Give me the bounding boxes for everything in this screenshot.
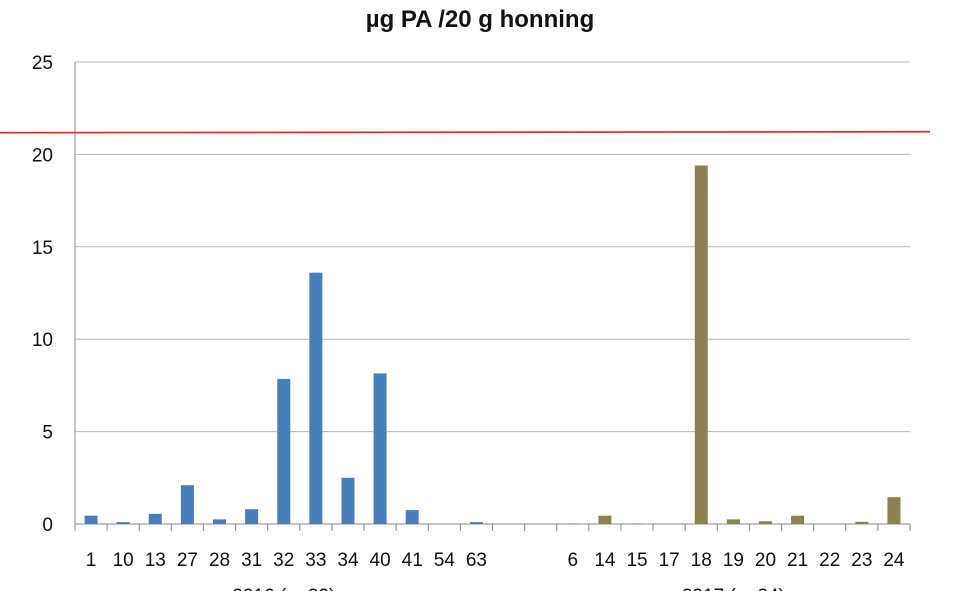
bar-2017-6 xyxy=(566,523,580,524)
y-tick-label: 15 xyxy=(32,238,53,259)
bar-2017-15 xyxy=(630,523,644,524)
x-tick-label: 27 xyxy=(177,550,198,571)
reference-line xyxy=(0,130,931,134)
x-tick-label: 63 xyxy=(466,550,487,571)
x-tick-label: 19 xyxy=(723,550,744,571)
bar-2017-19 xyxy=(726,519,740,524)
bar-2016-34 xyxy=(341,477,355,524)
x-tick-label: 24 xyxy=(883,550,905,571)
x-tick-label: 20 xyxy=(755,550,776,571)
y-tick-label: 10 xyxy=(32,330,53,351)
bar-2016-27 xyxy=(180,485,194,524)
x-tick-label: 17 xyxy=(659,550,680,571)
bar-2016-13 xyxy=(148,513,162,524)
x-tick-label: 32 xyxy=(273,550,294,571)
x-tick-label: 21 xyxy=(787,550,808,571)
bar-2016-10 xyxy=(116,522,130,524)
bar-2017-24 xyxy=(887,497,901,524)
x-tick-label: 31 xyxy=(241,550,262,571)
bar-2016-63 xyxy=(469,522,483,524)
y-tick-label: 20 xyxy=(32,145,53,166)
bar-2016-31 xyxy=(245,509,259,524)
x-tick-label: 54 xyxy=(434,550,456,571)
group-label: 2017 (n=24) xyxy=(682,586,785,591)
x-tick-label: 23 xyxy=(851,550,872,571)
x-tick-label: 18 xyxy=(691,550,712,571)
x-tick-label: 33 xyxy=(305,550,326,571)
bar-2016-33 xyxy=(309,272,323,524)
y-tick-label: 25 xyxy=(32,53,53,74)
x-tick-label: 28 xyxy=(209,550,230,571)
bar-2017-14 xyxy=(598,515,612,524)
bar-2017-21 xyxy=(791,515,805,524)
x-tick-label: 10 xyxy=(113,550,134,571)
x-tick-label: 40 xyxy=(370,550,391,571)
bar-2016-32 xyxy=(277,378,291,524)
x-tick-label: 13 xyxy=(145,550,166,571)
x-tick-label: 14 xyxy=(594,550,616,571)
bar-2016-41 xyxy=(405,510,419,524)
x-tick-label: 34 xyxy=(337,550,359,571)
x-tick-label: 1 xyxy=(86,550,97,571)
x-tick-label: 22 xyxy=(819,550,840,571)
x-tick-label: 6 xyxy=(567,550,578,571)
bar-2016-40 xyxy=(373,373,387,524)
group-label: 2016 (n=29) xyxy=(232,586,335,591)
x-tick-label: 41 xyxy=(402,550,423,571)
bar-2016-28 xyxy=(213,519,227,524)
chart-title: µg PA /20 g honning xyxy=(365,6,595,33)
bar-2016-1 xyxy=(84,515,98,524)
x-tick-label: 15 xyxy=(626,550,647,571)
y-tick-label: 0 xyxy=(42,515,53,536)
y-tick-label: 5 xyxy=(42,423,53,444)
bar-2017-20 xyxy=(758,521,772,524)
bar-2017-23 xyxy=(855,521,869,524)
bar-2017-18 xyxy=(694,165,708,524)
